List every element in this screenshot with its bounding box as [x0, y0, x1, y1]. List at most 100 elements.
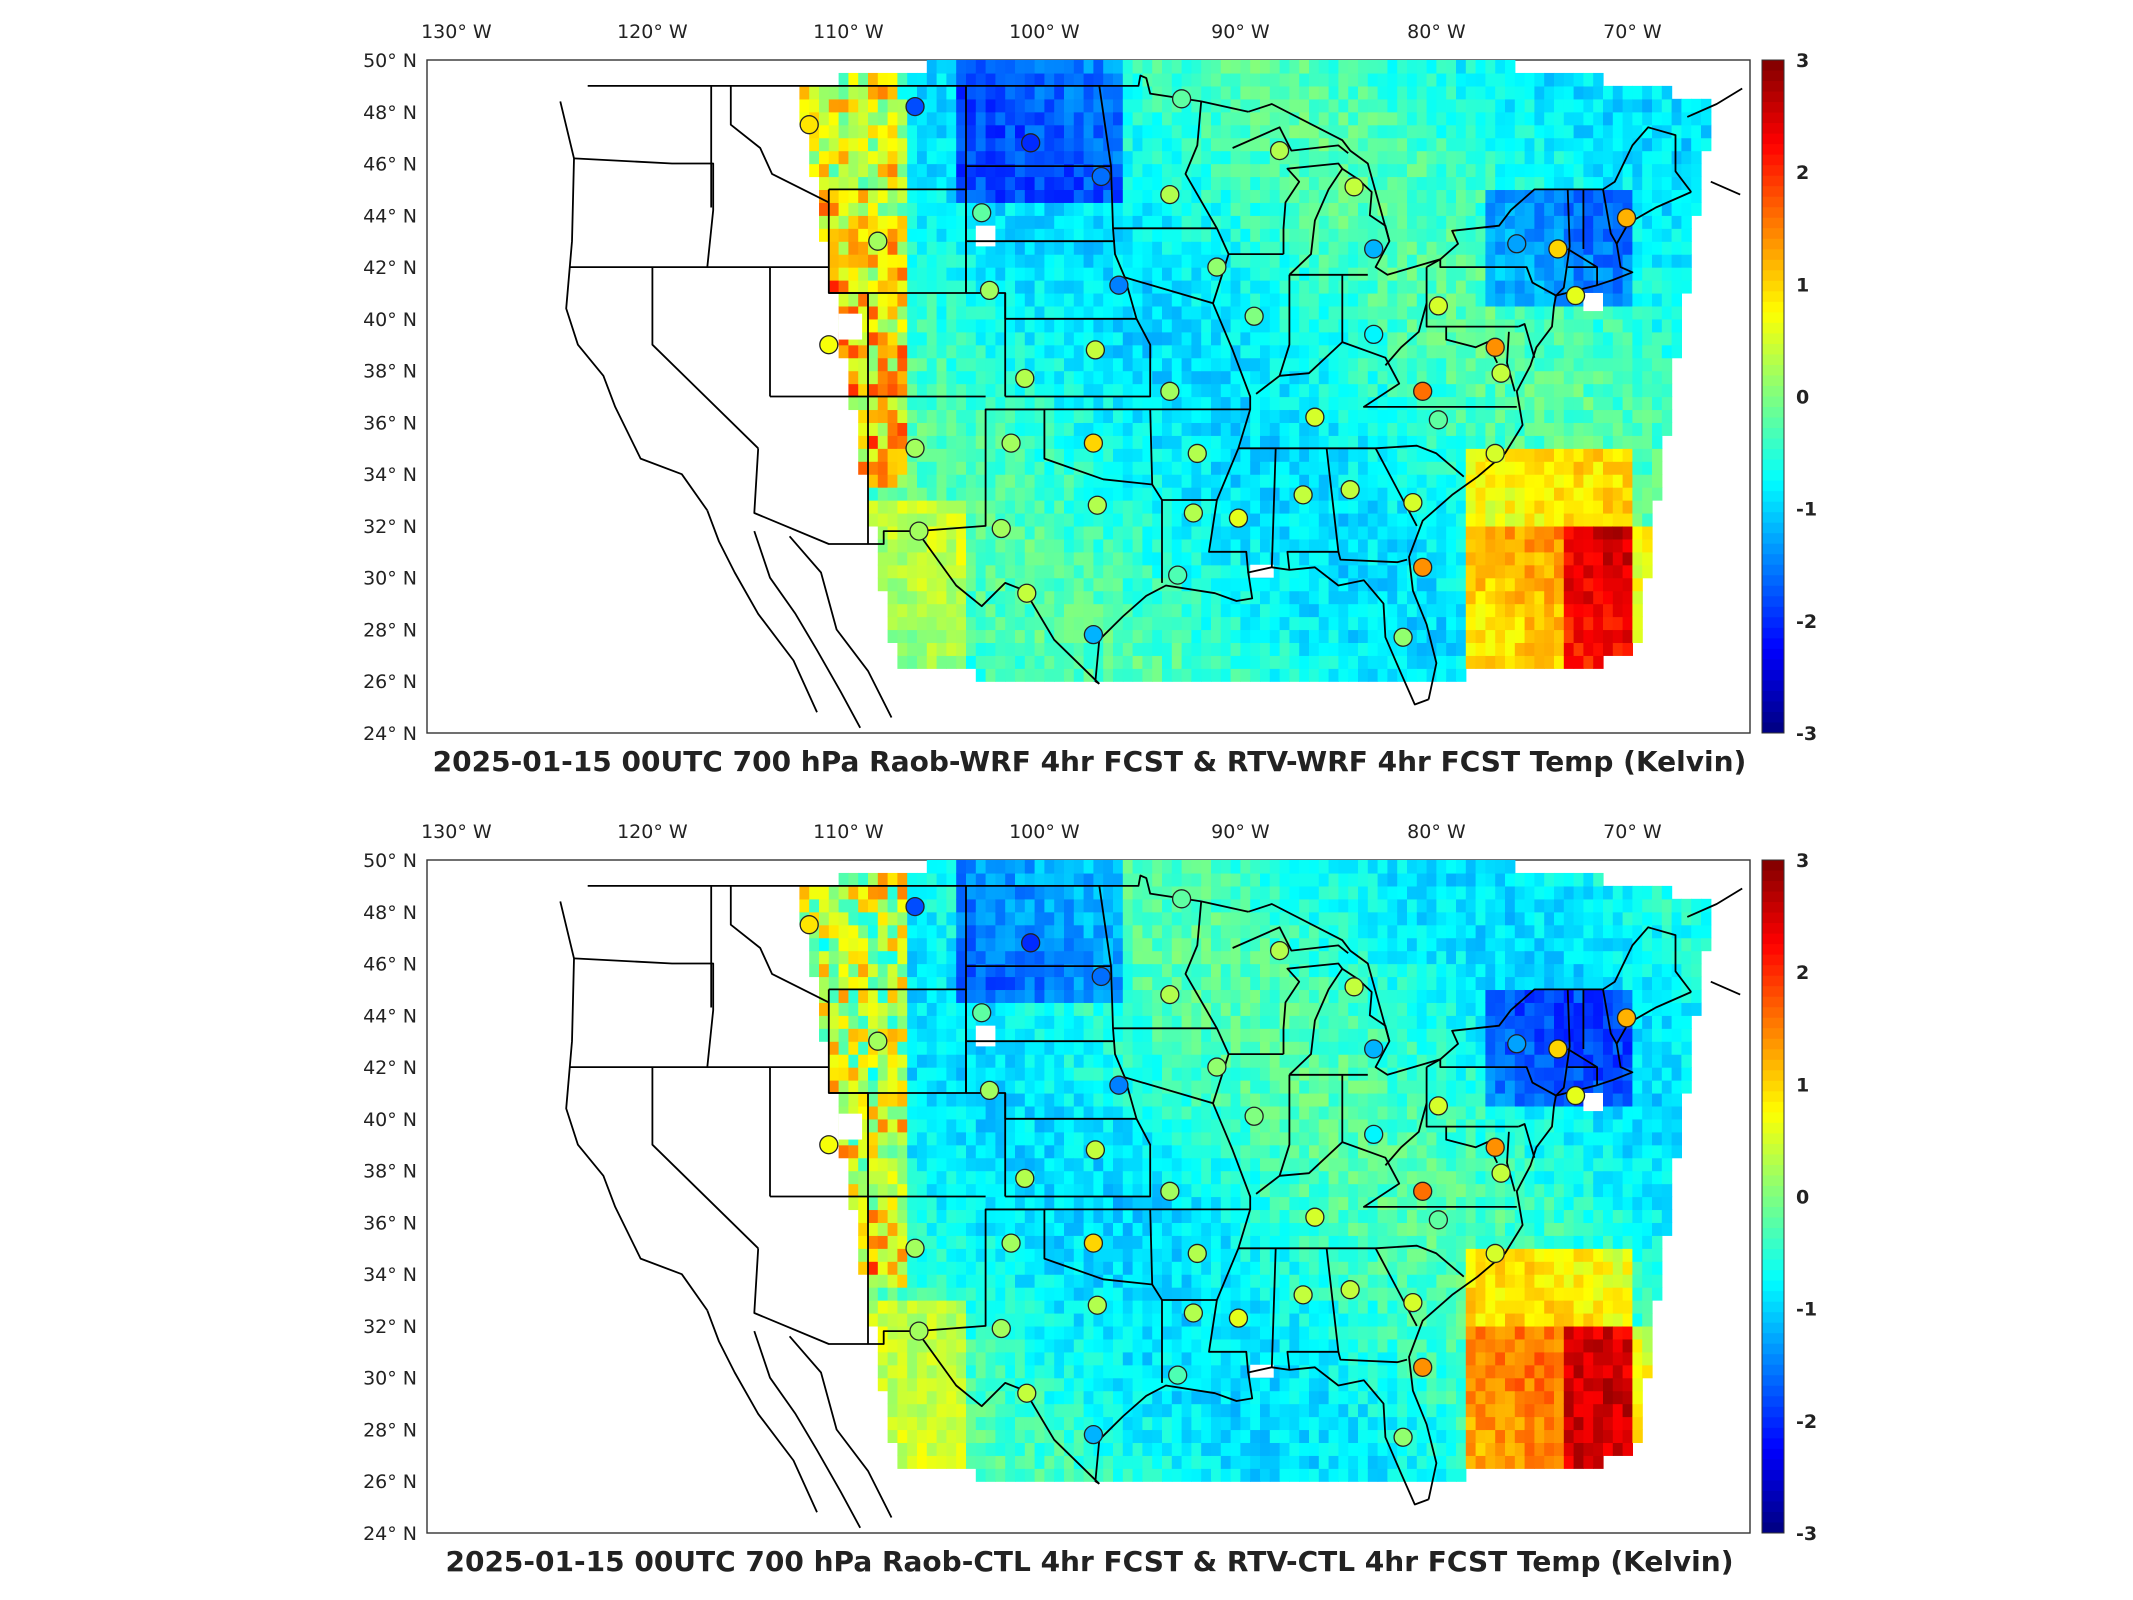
field-cell [1632, 124, 1643, 139]
field-cell [1456, 254, 1467, 268]
field-cell [1260, 305, 1271, 320]
field-cell [1005, 448, 1016, 462]
raob-station-marker [1428, 410, 1449, 430]
field-cell [1113, 124, 1124, 139]
field-cell [1475, 383, 1486, 398]
field-cell [1015, 85, 1026, 100]
field-cell [1485, 422, 1496, 436]
field-cell [1162, 577, 1173, 592]
field-cell [868, 370, 879, 385]
field-cell [946, 1364, 957, 1379]
field-cell [877, 1222, 889, 1236]
field-cell [1142, 85, 1153, 100]
field-cell [1563, 85, 1575, 100]
field-cell [1544, 331, 1555, 346]
field-cell [975, 603, 987, 618]
field-cell [1044, 525, 1055, 540]
field-cell [995, 254, 1006, 268]
field-cell [1446, 629, 1457, 644]
field-cell [1407, 474, 1418, 488]
raob-station-marker [1393, 627, 1413, 647]
colorbar-segment [1762, 449, 1784, 461]
lat-tick-label: 24° N [363, 723, 417, 745]
field-cell [936, 551, 947, 566]
field-cell [917, 1054, 928, 1068]
field-cell [1671, 267, 1682, 281]
field-cell [1338, 254, 1349, 268]
field-cell [1103, 629, 1114, 644]
field-cell [1612, 98, 1624, 113]
field-cell [966, 989, 977, 1003]
field-cell [1269, 318, 1281, 333]
field-cell [946, 1170, 957, 1185]
field-cell [1358, 189, 1369, 203]
field-cell [1005, 72, 1016, 87]
field-cell [887, 1067, 898, 1081]
field-cell [1122, 137, 1134, 152]
field-cell [1044, 577, 1055, 592]
field-cell [848, 898, 859, 913]
field-cell [1309, 292, 1320, 307]
field-cell [1142, 487, 1153, 501]
colorbar-segment [1762, 60, 1784, 72]
field-cell [1024, 344, 1036, 359]
field-cell [985, 331, 996, 346]
field-cell [1152, 215, 1163, 229]
field-cell [907, 1067, 918, 1081]
field-cell [1603, 435, 1614, 449]
field-cell [1367, 292, 1379, 307]
raob-station-marker [1085, 340, 1106, 360]
field-cell [1534, 241, 1545, 255]
field-cell [1475, 344, 1486, 359]
field-cell [877, 1157, 889, 1172]
field-cell [966, 1351, 977, 1366]
field-cell [1563, 655, 1575, 669]
field-cell [1054, 357, 1065, 372]
field-cell [897, 435, 908, 449]
field-cell [1064, 98, 1075, 113]
field-cell [1632, 331, 1643, 346]
field-cell [1230, 500, 1241, 514]
field-cell [1593, 564, 1604, 579]
field-cell [1514, 150, 1526, 165]
field-cell [1514, 357, 1526, 372]
field-cell [966, 1157, 977, 1172]
field-cell [956, 1170, 967, 1185]
field-cell [1612, 305, 1624, 320]
field-cell [828, 85, 840, 100]
field-cell [848, 137, 859, 152]
field-cell [956, 1235, 967, 1249]
field-cell [828, 1002, 840, 1016]
field-cell [1240, 215, 1251, 229]
field-cell [1132, 590, 1143, 605]
field-cell [897, 357, 908, 372]
field-cell [1436, 189, 1447, 203]
field-cell [907, 1416, 918, 1431]
field-cell [1465, 564, 1477, 579]
field-cell [907, 989, 918, 1003]
field-cell [1642, 150, 1653, 165]
field-cell [1348, 668, 1359, 682]
field-cell [1661, 98, 1673, 113]
field-cell [858, 396, 869, 411]
field-cell [838, 1067, 849, 1081]
field-cell [1485, 85, 1496, 100]
field-cell [1338, 176, 1349, 191]
field-cell [1593, 137, 1604, 152]
field-cell [995, 668, 1006, 682]
field-cell [828, 937, 840, 952]
field-cell [1495, 215, 1506, 229]
field-cell [1201, 72, 1212, 87]
field-cell [1005, 1325, 1016, 1340]
field-cell [926, 950, 938, 965]
field-cell [1162, 85, 1173, 100]
field-cell [985, 474, 996, 488]
field-cell [1554, 564, 1565, 579]
field-cell [887, 85, 898, 100]
field-cell [1367, 590, 1379, 605]
field-cell [1563, 98, 1575, 113]
field-cell [1397, 383, 1408, 398]
field-cell [1132, 500, 1143, 514]
field-cell [1416, 448, 1428, 462]
field-cell [858, 357, 869, 372]
